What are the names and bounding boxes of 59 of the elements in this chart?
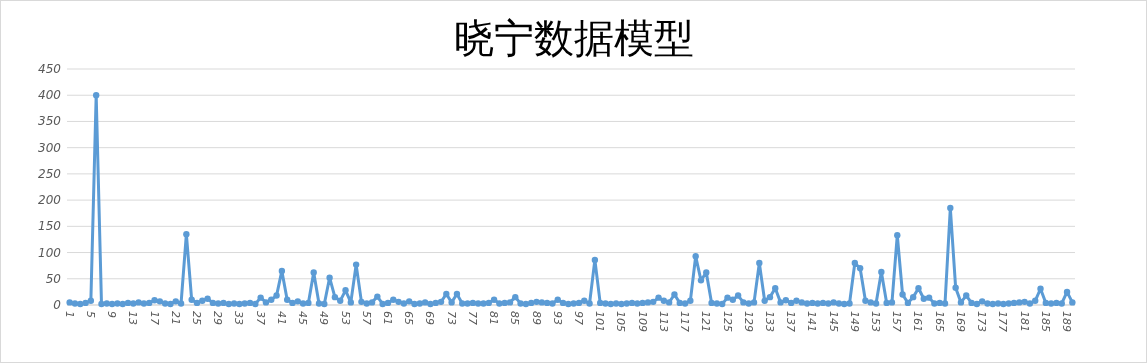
y-tick-label: 50 [45,271,62,286]
x-tick-label: 73 [444,311,458,325]
x-tick-label: 109 [635,311,649,332]
x-tick-label: 101 [593,311,607,332]
x-tick-label: 125 [720,311,734,332]
x-tick-label: 177 [996,311,1010,332]
x-tick-label: 21 [168,311,182,325]
x-tick-label: 173 [975,311,989,332]
x-tick-label: 81 [487,311,501,325]
x-tick-label: 29 [211,311,225,325]
x-tick-label: 121 [699,311,713,332]
x-tick-label: 157 [890,311,904,332]
y-tick-label: 100 [38,245,62,260]
title: 晓宁数据模型 [453,15,694,61]
x-tick-label: 41 [274,311,288,325]
x-tick-label: 145 [826,311,840,332]
x-tick-label: 5 [83,311,97,318]
y-tick-label: 150 [38,219,62,234]
x-tick-label: 161 [911,311,925,332]
x-tick-label: 117 [678,311,692,332]
x-tick-label: 153 [869,311,883,332]
x-tick-label: 189 [1060,311,1074,332]
x-tick-label: 113 [656,311,670,332]
x-tick-label: 65 [402,311,416,325]
x-tick-label: 77 [465,311,479,325]
x-tick-label: 133 [762,311,776,332]
y-tick-label: 200 [38,193,62,208]
x-tick-label: 61 [380,311,394,325]
x-tick-label: 17 [147,311,161,325]
y-tick-label: 0 [53,298,62,312]
x-tick-label: 13 [126,311,140,325]
x-tick-label: 137 [784,311,798,332]
x-tick-label: 69 [423,311,437,325]
x-tick-label: 9 [105,311,119,318]
x-tick-label: 57 [359,311,373,325]
y-tick-label: 400 [38,88,62,103]
x-tick-label: 33 [232,311,246,325]
x-tick-label: 181 [1017,311,1031,332]
x-tick-label: 93 [550,311,564,325]
x-tick-label: 45 [296,311,310,325]
x-tick-label: 49 [317,311,331,325]
x-tick-label: 141 [805,311,819,332]
y-tick-label: 450 [38,62,62,76]
x-tick-label: 89 [529,311,543,325]
y-tick-label: 300 [38,140,62,155]
x-tick-label: 37 [253,311,267,325]
x-tick-label: 169 [953,311,967,332]
x-tick-label: 149 [847,311,861,332]
y-tick-label: 250 [38,166,62,181]
x-tick-label: 25 [189,311,203,325]
x-tick-label: 129 [741,311,755,332]
x-tick-label: 185 [1038,311,1052,332]
y-tick-label: 350 [38,114,62,129]
x-tick-label: 97 [571,311,585,325]
x-tick-label: 165 [932,311,946,332]
x-tick-label: 105 [614,311,628,332]
x-tick-label: 1 [62,311,76,318]
x-tick-label: 53 [338,311,352,325]
x-tick-label: 85 [508,311,522,325]
